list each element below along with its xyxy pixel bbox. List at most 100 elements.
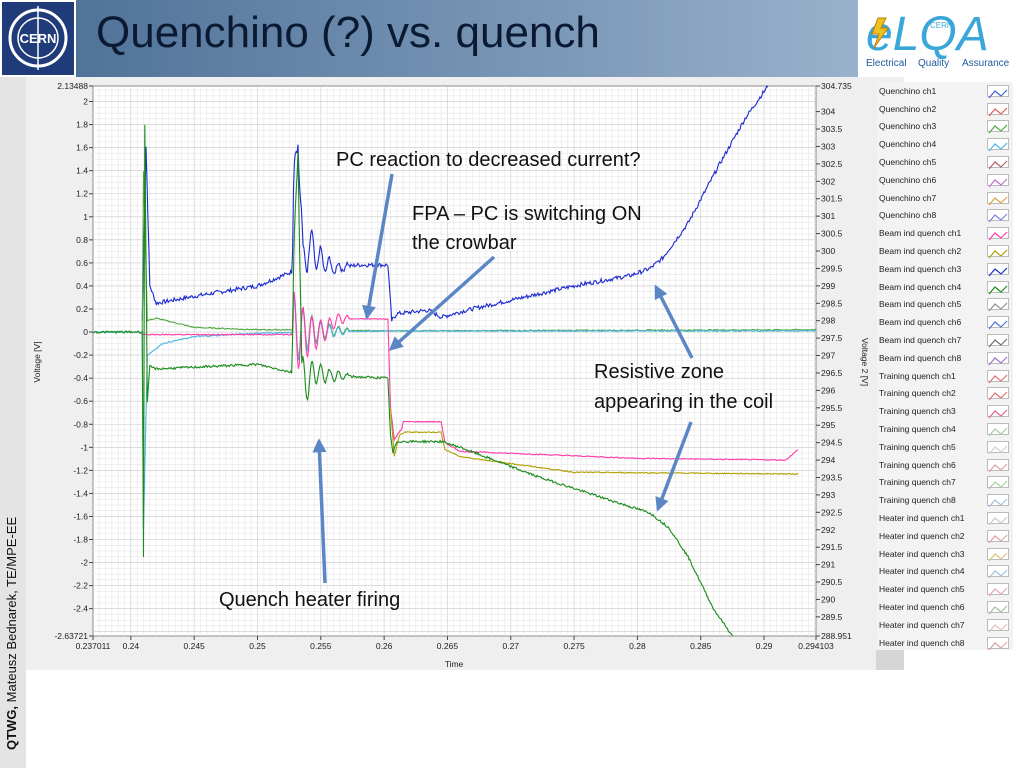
legend-swatch [987, 245, 1009, 259]
y2-tick-label: 292.5 [821, 507, 843, 517]
y-tick-label: -2.4 [73, 604, 88, 614]
y2-tick-label: 294.5 [821, 438, 843, 448]
legend-item[interactable]: Heater ind quench ch8 [877, 634, 1013, 652]
legend-item[interactable]: Quenchino ch3 [877, 118, 1013, 136]
legend-item[interactable]: Heater ind quench ch6 [877, 598, 1013, 616]
y-tick-label: 0.2 [76, 304, 88, 314]
y2-tick-label: 291.5 [821, 542, 843, 552]
legend-item[interactable]: Quenchino ch1 [877, 82, 1013, 100]
y-tick-label: 0.8 [76, 235, 88, 245]
footer-text: QTWG, Mateusz Bednarek, TE/MPE-EE [4, 517, 19, 750]
legend-item[interactable]: Training quench ch1 [877, 367, 1013, 385]
legend-label: Training quench ch5 [879, 441, 956, 452]
legend-item[interactable]: Heater ind quench ch5 [877, 580, 1013, 598]
x-tick-label: 0.237011 [76, 641, 111, 651]
legend-item[interactable]: Beam ind quench ch3 [877, 260, 1013, 278]
callout-arrow [388, 255, 496, 351]
legend-item[interactable]: Beam ind quench ch8 [877, 349, 1013, 367]
legend-item[interactable]: Heater ind quench ch1 [877, 509, 1013, 527]
elqa-logo-text: eLQA [866, 8, 989, 61]
legend-swatch [987, 316, 1009, 330]
legend-item[interactable]: Training quench ch4 [877, 420, 1013, 438]
y2-tick-label: 298 [821, 316, 835, 326]
y2-tick-label: 291 [821, 560, 835, 570]
legend-swatch [987, 102, 1009, 117]
legend-item[interactable]: Quenchino ch2 [877, 100, 1013, 118]
legend-swatch [987, 636, 1009, 650]
legend-label: Beam ind quench ch5 [879, 299, 962, 310]
plot-ticks: 0.237011 0.24 0.245 0.25 0.255 0.26 0.265 0.27 0… [54, 81, 852, 651]
legend-swatch [987, 369, 1009, 384]
legend-item[interactable]: Beam ind quench ch6 [877, 313, 1013, 331]
legend-item[interactable]: Beam ind quench ch1 [877, 224, 1013, 242]
legend-item[interactable]: Quenchino ch7 [877, 189, 1013, 207]
legend-label: Beam ind quench ch6 [879, 317, 962, 328]
callout-arrow [362, 173, 394, 320]
cern-logo-text: CERN [20, 31, 57, 46]
legend-item[interactable]: Beam ind quench ch4 [877, 278, 1013, 296]
legend-item[interactable]: Training quench ch6 [877, 456, 1013, 474]
legend-swatch [987, 298, 1009, 312]
legend-item[interactable]: Training quench ch5 [877, 438, 1013, 456]
callout-resistive-line1: Resistive zone [594, 361, 724, 383]
elqa-logo-badge: CERN [930, 21, 953, 30]
legend-item[interactable]: Heater ind quench ch3 [877, 545, 1013, 563]
legend-item[interactable]: Quenchino ch8 [877, 207, 1013, 225]
callout-arrow [312, 438, 327, 584]
y-tick-label: 1.4 [76, 166, 88, 176]
y-tick-label: 0 [83, 327, 88, 337]
legend-item[interactable]: Beam ind quench ch5 [877, 296, 1013, 314]
legend-item[interactable]: Heater ind quench ch2 [877, 527, 1013, 545]
legend-item[interactable]: Training quench ch3 [877, 402, 1013, 420]
legend-item[interactable]: Quenchino ch5 [877, 153, 1013, 171]
legend-item[interactable]: Heater ind quench ch4 [877, 563, 1013, 581]
legend-item[interactable]: Heater ind quench ch7 [877, 616, 1013, 634]
legend-label: Heater ind quench ch7 [879, 619, 965, 630]
x-tick-label: 0.285 [690, 641, 712, 651]
legend-label: Heater ind quench ch3 [879, 548, 965, 559]
legend-swatch [987, 280, 1009, 295]
y-tick-label: -0.6 [73, 396, 88, 406]
y-tick-label: -0.2 [73, 350, 88, 360]
legend-swatch [987, 512, 1009, 526]
y2-tick-label: 292 [821, 525, 835, 535]
y2-tick-label: 298.5 [821, 298, 843, 308]
legend-swatch [987, 423, 1009, 437]
page-title: Quenchino (?) vs. quench [96, 8, 600, 57]
callout-pc-reaction: PC reaction to decreased current? [336, 149, 641, 171]
legend-label: Beam ind quench ch8 [879, 352, 962, 363]
plot-series [92, 84, 817, 637]
x-tick-label: 0.27 [502, 641, 519, 651]
y2-tick-label: 297 [821, 351, 835, 361]
x-tick-label: 0.275 [563, 641, 585, 651]
y2-tick-label: 299 [821, 281, 835, 291]
legend-label: Quenchino ch3 [879, 121, 937, 132]
y2-tick-label: 300.5 [821, 229, 843, 239]
legend-label: Training quench ch1 [879, 370, 956, 381]
legend-item[interactable]: Quenchino ch4 [877, 135, 1013, 153]
legend-item[interactable]: Training quench ch2 [877, 385, 1013, 403]
legend-item[interactable]: Quenchino ch6 [877, 171, 1013, 189]
legend-swatch [987, 262, 1009, 277]
x-tick-label: 0.29 [756, 641, 773, 651]
legend-swatch [987, 494, 1009, 508]
legend-item[interactable]: Beam ind quench ch2 [877, 242, 1013, 260]
legend-swatch [987, 334, 1009, 348]
legend-label: Training quench ch4 [879, 424, 956, 435]
legend-label: Heater ind quench ch2 [879, 530, 965, 541]
x-tick-label: 0.245 [184, 641, 206, 651]
legend-swatch [987, 138, 1009, 152]
legend-item[interactable]: Beam ind quench ch7 [877, 331, 1013, 349]
footer-author: Mateusz Bednarek, TE/MPE-EE [4, 516, 19, 703]
legend-label: Training quench ch3 [879, 406, 956, 417]
voltage-chart: 0.237011 0.24 0.245 0.25 0.255 0.26 0.265 0.27 0… [32, 81, 870, 669]
legend-item[interactable]: Training quench ch8 [877, 491, 1013, 509]
y2-tick-label: 296.5 [821, 368, 843, 378]
legend-scrollbar[interactable] [876, 650, 904, 670]
y2-tick-label: 290.5 [821, 577, 843, 587]
y-tick-label: -1.4 [73, 488, 88, 498]
legend-item[interactable]: Training quench ch7 [877, 474, 1013, 492]
y-tick-label: -2.63721 [54, 631, 88, 641]
y2-tick-label: 303.5 [821, 124, 843, 134]
x-axis-label: Time [445, 659, 464, 669]
